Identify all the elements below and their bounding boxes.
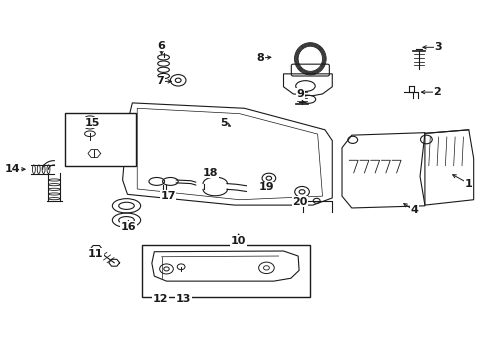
Text: 10: 10 [230,236,246,246]
Text: 3: 3 [433,42,441,52]
Text: 14: 14 [4,164,20,174]
Text: 13: 13 [176,294,191,304]
Text: 20: 20 [292,197,307,207]
Text: 2: 2 [432,87,440,97]
Text: 7: 7 [156,76,163,86]
Text: 17: 17 [160,191,175,201]
Text: 6: 6 [157,41,165,50]
Text: 15: 15 [84,118,100,128]
Text: 5: 5 [220,118,227,128]
Text: 1: 1 [464,179,472,189]
Text: 11: 11 [88,248,103,258]
Text: 16: 16 [121,222,136,231]
Text: 4: 4 [409,206,417,216]
Bar [142,244,310,297]
Text: 9: 9 [296,89,304,99]
Bar [65,113,136,166]
Text: 18: 18 [202,168,218,178]
Text: 19: 19 [259,182,274,192]
Text: 12: 12 [153,294,168,304]
Text: 8: 8 [256,53,264,63]
